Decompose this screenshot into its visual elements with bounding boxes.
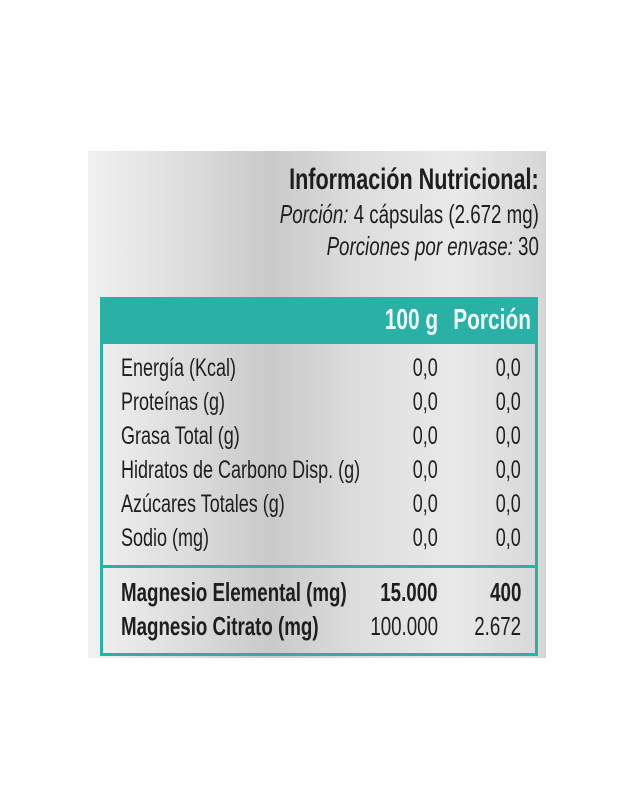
row-label: Hidratos de Carbono Disp. (g) bbox=[121, 456, 361, 484]
table-header: 100 g Porción bbox=[103, 300, 535, 344]
row-label: Azúcares Totales (g) bbox=[121, 490, 285, 518]
row-label: Energía (Kcal) bbox=[121, 354, 237, 382]
table-row-mineral: Magnesio Elemental (mg) 15.000 400 bbox=[103, 577, 535, 611]
serving-label: Porción: bbox=[279, 199, 349, 229]
row-value-100g: 100.000 bbox=[370, 611, 438, 641]
table-row: Hidratos de Carbono Disp. (g) 0,0 0,0 bbox=[103, 456, 535, 490]
row-label: Magnesio Citrato (mg) bbox=[121, 611, 319, 641]
row-value-portion: 400 bbox=[489, 577, 521, 607]
row-value-100g: 0,0 bbox=[412, 524, 438, 552]
row-label: Proteínas (g) bbox=[121, 388, 226, 416]
row-label: Grasa Total (g) bbox=[121, 422, 240, 450]
table-row: Grasa Total (g) 0,0 0,0 bbox=[103, 422, 535, 456]
row-value-100g: 0,0 bbox=[412, 422, 438, 450]
row-value-100g: 0,0 bbox=[412, 388, 438, 416]
column-header-100g: 100 g bbox=[384, 304, 438, 336]
label-background bbox=[88, 151, 546, 658]
row-value-portion: 0,0 bbox=[495, 490, 521, 518]
row-value-portion: 0,0 bbox=[495, 422, 521, 450]
serving-value: 4 cápsulas (2.672 mg) bbox=[353, 199, 539, 229]
table-row: Energía (Kcal) 0,0 0,0 bbox=[103, 354, 535, 388]
table-row-mineral: Magnesio Citrato (mg) 100.000 2.672 bbox=[103, 611, 535, 645]
row-value-100g: 0,0 bbox=[412, 456, 438, 484]
row-value-portion: 2.672 bbox=[474, 611, 521, 641]
row-label: Sodio (mg) bbox=[121, 524, 210, 552]
servings-value: 30 bbox=[518, 231, 539, 261]
table-row: Proteínas (g) 0,0 0,0 bbox=[103, 388, 535, 422]
label-title: Información Nutricional: bbox=[289, 163, 539, 196]
row-value-portion: 0,0 bbox=[495, 354, 521, 382]
row-value-100g: 0,0 bbox=[412, 490, 438, 518]
row-value-portion: 0,0 bbox=[495, 524, 521, 552]
table-row: Azúcares Totales (g) 0,0 0,0 bbox=[103, 490, 535, 524]
serving-size: Porción: 4 cápsulas (2.672 mg) bbox=[179, 199, 539, 230]
table-row: Sodio (mg) 0,0 0,0 bbox=[103, 524, 535, 558]
table-divider bbox=[103, 565, 535, 568]
row-value-portion: 0,0 bbox=[495, 456, 521, 484]
column-header-portion: Porción bbox=[453, 304, 531, 336]
row-value-portion: 0,0 bbox=[495, 388, 521, 416]
row-label: Magnesio Elemental (mg) bbox=[121, 577, 347, 607]
servings-label: Porciones por envase: bbox=[326, 231, 513, 261]
nutrition-table: 100 g Porción Energía (Kcal) 0,0 0,0 Pro… bbox=[100, 297, 538, 656]
servings-per-container: Porciones por envase: 30 bbox=[244, 231, 539, 262]
row-value-100g: 15.000 bbox=[380, 577, 438, 607]
row-value-100g: 0,0 bbox=[412, 354, 438, 382]
